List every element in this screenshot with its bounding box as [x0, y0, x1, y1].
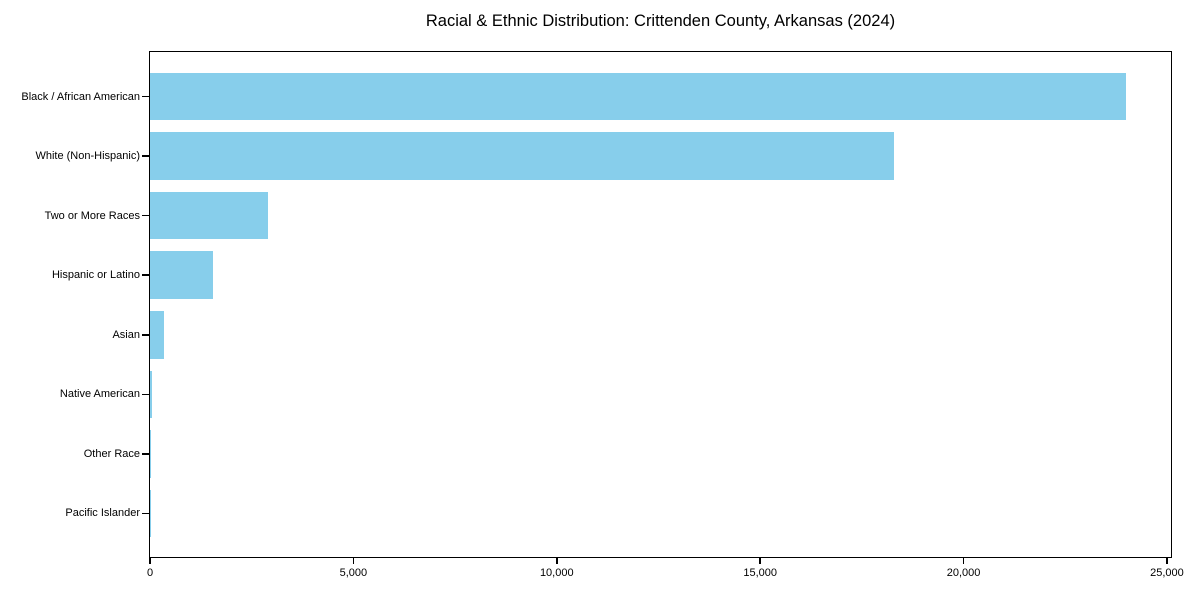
x-axis-tick-label: 0	[146, 567, 154, 579]
x-axis-tick-label: 10,000	[539, 567, 574, 579]
bar	[150, 251, 214, 300]
y-tick-mark	[142, 453, 149, 455]
x-axis-tick-label: 25,000	[1150, 567, 1184, 579]
y-axis-label: Native American	[59, 388, 140, 401]
chart-title: Racial & Ethnic Distribution: Crittenden…	[425, 12, 896, 30]
x-tick-mark	[759, 558, 761, 564]
y-axis-label: Black / African American	[21, 90, 140, 103]
x-tick-mark	[962, 558, 965, 564]
bar	[150, 191, 268, 240]
y-tick-mark	[142, 95, 149, 98]
y-axis-label: Other Race	[83, 447, 140, 460]
x-tick-mark	[1166, 558, 1168, 564]
bar	[150, 310, 165, 359]
x-tick-mark	[149, 558, 151, 564]
y-tick-mark	[142, 274, 149, 276]
bar	[150, 370, 152, 419]
y-tick-mark	[142, 334, 149, 336]
y-axis-label: Hispanic or Latino	[51, 269, 140, 282]
y-axis-label: Asian	[112, 328, 140, 341]
y-axis-label: White (Non-Hispanic)	[35, 150, 140, 163]
y-tick-mark	[142, 155, 149, 157]
bar	[150, 430, 151, 478]
x-tick-mark	[556, 558, 558, 564]
bar	[150, 72, 1127, 121]
y-tick-mark	[142, 214, 149, 217]
x-axis-tick-label: 20,000	[946, 567, 981, 579]
bar	[150, 132, 895, 180]
x-tick-mark	[352, 558, 355, 564]
y-axis-label: Two or More Races	[44, 209, 140, 222]
plot-area: Black / African American White (Non-Hispa…	[21, 51, 1184, 579]
y-axis-label: Pacific Islander	[65, 507, 140, 520]
x-axis-tick-label: 15,000	[743, 567, 777, 579]
y-tick-mark	[142, 512, 149, 515]
x-axis-tick-label: 5,000	[339, 567, 368, 579]
y-tick-mark	[142, 393, 149, 396]
